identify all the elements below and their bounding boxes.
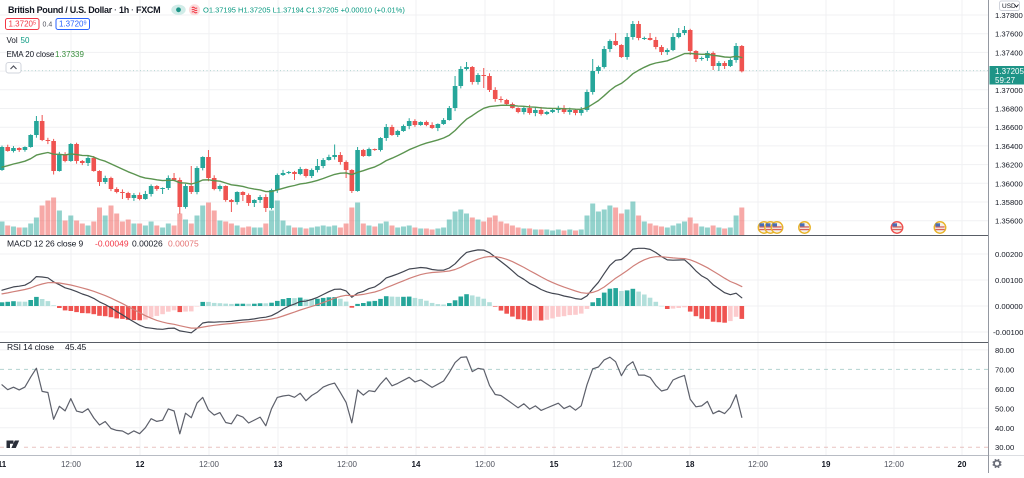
svg-text:12: 12 (136, 460, 145, 469)
svg-text:USD: USD (1002, 3, 1016, 10)
svg-text:0.00000: 0.00000 (995, 302, 1023, 311)
svg-text:70.00: 70.00 (995, 365, 1014, 374)
svg-text:0.00100: 0.00100 (995, 276, 1023, 285)
svg-text:1.37339: 1.37339 (55, 50, 84, 59)
svg-text:RSI 14 close: RSI 14 close (7, 342, 54, 352)
svg-text:80.00: 80.00 (995, 346, 1014, 355)
svg-text:12:00: 12:00 (199, 460, 220, 469)
svg-text:45.45: 45.45 (65, 342, 87, 352)
svg-text:1.36800: 1.36800 (995, 105, 1023, 114)
svg-text:1.37800: 1.37800 (995, 11, 1023, 20)
svg-text:14: 14 (412, 460, 421, 469)
svg-text:50: 50 (21, 36, 30, 45)
svg-text:EMA 20 close: EMA 20 close (7, 50, 55, 59)
svg-text:11: 11 (0, 460, 7, 469)
svg-text:0.00026: 0.00026 (132, 239, 163, 249)
svg-text:1.36200: 1.36200 (995, 161, 1023, 170)
svg-text:0.4: 0.4 (43, 22, 53, 29)
svg-text:40.00: 40.00 (995, 424, 1014, 433)
svg-text:-0.00049: -0.00049 (95, 239, 129, 249)
svg-text:1.36000: 1.36000 (995, 179, 1023, 188)
svg-text:1.37205: 1.37205 (9, 20, 37, 29)
svg-text:19: 19 (822, 460, 831, 469)
svg-text:59:27: 59:27 (995, 76, 1016, 85)
svg-text:12:00: 12:00 (337, 460, 358, 469)
svg-text:1.37400: 1.37400 (995, 48, 1023, 57)
svg-text:12:00: 12:00 (884, 460, 905, 469)
svg-text:50.00: 50.00 (995, 404, 1014, 413)
svg-text:18: 18 (686, 460, 695, 469)
svg-text:15: 15 (550, 460, 559, 469)
svg-text:1.36400: 1.36400 (995, 142, 1023, 151)
svg-text:1.35600: 1.35600 (995, 217, 1023, 226)
svg-text:1.37000: 1.37000 (995, 86, 1023, 95)
svg-text:12:00: 12:00 (61, 460, 82, 469)
svg-text:12:00: 12:00 (748, 460, 769, 469)
svg-text:O1.37195 H1.37205 L1.37194 C1.: O1.37195 H1.37205 L1.37194 C1.37205 +0.0… (203, 6, 405, 15)
svg-text:-0.00100: -0.00100 (993, 328, 1023, 337)
svg-text:13: 13 (274, 460, 283, 469)
svg-text:1.37205: 1.37205 (995, 67, 1024, 76)
svg-text:1.37600: 1.37600 (995, 30, 1023, 39)
svg-text:12:00: 12:00 (612, 460, 633, 469)
svg-text:0.00200: 0.00200 (995, 250, 1023, 259)
svg-text:20: 20 (958, 460, 967, 469)
svg-text:1.36600: 1.36600 (995, 123, 1023, 132)
svg-text:1.37209: 1.37209 (59, 20, 87, 29)
svg-text:1.35800: 1.35800 (995, 198, 1023, 207)
svg-text:12:00: 12:00 (475, 460, 496, 469)
svg-text:Vol: Vol (7, 36, 18, 45)
svg-text:MACD 12 26 close 9: MACD 12 26 close 9 (7, 239, 84, 249)
svg-text:30.00: 30.00 (995, 443, 1014, 452)
svg-text:British Pound / U.S. Dollar ·: British Pound / U.S. Dollar · 1h · FXCM (8, 5, 160, 15)
svg-text:0.00075: 0.00075 (168, 239, 199, 249)
svg-text:60.00: 60.00 (995, 385, 1014, 394)
